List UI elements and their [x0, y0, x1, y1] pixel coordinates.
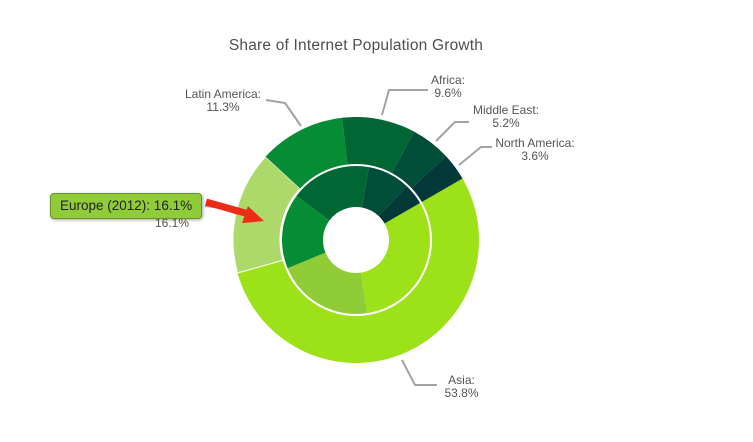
slice-outer-africa[interactable] [342, 116, 415, 174]
slice-label-asia-line1: Asia: [448, 373, 475, 387]
leader-line-africa [381, 89, 428, 116]
slice-label-latin-america-line1: Latin America: [185, 87, 261, 101]
slice-label-middle-east-line1: Middle East: [473, 103, 539, 117]
slice-label-north-america-line1: North America: [495, 136, 574, 150]
slice-outer-europe[interactable] [233, 156, 301, 273]
tooltip: Europe (2012): 16.1% [50, 193, 203, 219]
chart-title: Share of Internet Population Growth [228, 37, 484, 54]
slice-label-north-america-line2: 3.6% [521, 149, 549, 163]
slice-inner-africa[interactable] [296, 165, 370, 221]
slice-inner-asia[interactable] [360, 203, 430, 314]
leader-line-asia [401, 359, 437, 386]
slice-inner-middle-east[interactable] [361, 167, 407, 217]
leader-line-middle-east [435, 121, 469, 142]
slice-label-asia-line2: 53.8% [444, 386, 478, 400]
slice-inner-north-america[interactable] [378, 186, 421, 224]
slice-outer-middle-east[interactable] [391, 131, 446, 189]
slice-outer-asia[interactable] [237, 178, 480, 364]
slice-label-africa-line2: 9.6% [434, 86, 462, 100]
slice-outer-north-america[interactable] [411, 156, 463, 202]
slice-label-latin-america-line2: 11.3% [206, 100, 239, 114]
slice-outer-latin-america[interactable] [265, 117, 348, 189]
slice-outer-europe-hover-highlight [232, 155, 301, 274]
slice-inner-europe[interactable] [287, 252, 368, 314]
leader-line-north-america [458, 146, 492, 166]
leader-line-latin-america [265, 99, 302, 127]
slice-label-europe-line2: 16.1% [155, 216, 189, 230]
slice-label-middle-east-line2: 5.2% [492, 116, 520, 130]
slice-label-africa-line1: Africa: [431, 73, 465, 87]
slice-inner-latin-america[interactable] [282, 195, 330, 269]
leader-line-europe [204, 205, 238, 215]
